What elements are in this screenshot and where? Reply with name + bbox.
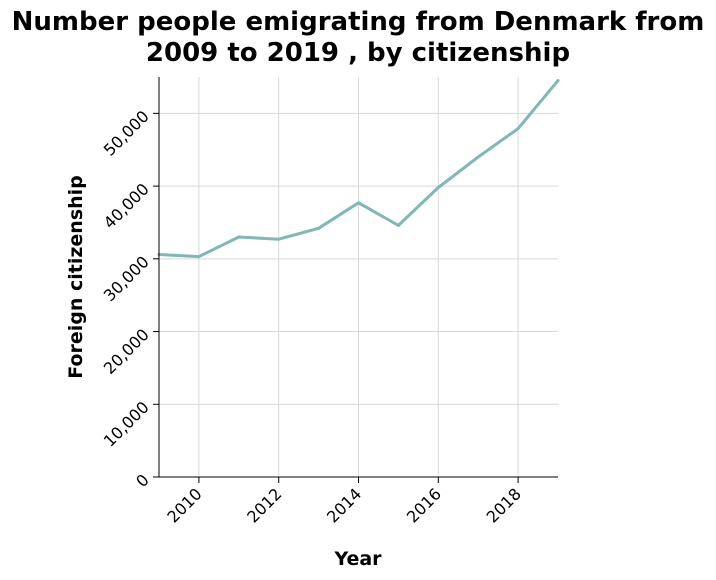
data-point (516, 127, 520, 131)
data-point (436, 186, 440, 190)
data-point (317, 226, 321, 230)
x-tick-label: 2014 (323, 484, 365, 526)
data-point (556, 79, 560, 83)
y-tick-label: 50,000 (100, 107, 153, 160)
chart-title-line-1: Number people emigrating from Denmark fr… (12, 7, 705, 37)
y-ticks: 0 10,000 20,000 30,000 40,000 50,000 (100, 107, 159, 491)
plot-area: 2010 2012 2014 2016 2018 0 10,000 20,000 30,000… (100, 77, 560, 527)
data-point (396, 223, 400, 227)
x-ticks: 2010 2012 2014 2016 2018 (163, 477, 525, 527)
x-tick-label: 2016 (403, 484, 445, 526)
chart-title-line-2: 2009 to 2019 , by citizenship (146, 38, 570, 68)
y-tick-label: 40,000 (100, 179, 153, 232)
data-point (197, 255, 201, 259)
y-tick-label: 0 (132, 470, 153, 491)
data-point (357, 201, 360, 205)
x-tick-label: 2012 (243, 484, 285, 526)
data-point (277, 237, 281, 241)
x-axis-label: Year (333, 548, 382, 570)
y-tick-label: 20,000 (100, 325, 153, 378)
y-tick-label: 10,000 (100, 398, 153, 451)
x-tick-label: 2018 (483, 484, 525, 526)
y-tick-label: 30,000 (100, 252, 153, 305)
y-axis-label: Foreign citizenship (65, 175, 87, 379)
data-point (237, 235, 241, 239)
x-tick-label: 2010 (163, 484, 205, 526)
series-layer (157, 79, 560, 259)
x-gridlines (198, 77, 519, 477)
data-point (476, 155, 480, 159)
